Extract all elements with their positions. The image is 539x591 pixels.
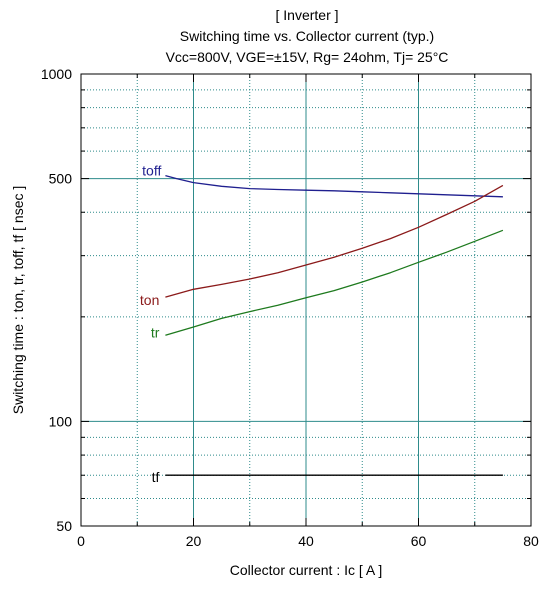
x-tick-label: 80 [523, 533, 539, 549]
grid [81, 74, 531, 526]
series-lines [165, 174, 504, 476]
series-label-tr: tr [151, 324, 160, 340]
series-line-ton [165, 184, 504, 298]
ticks: 0 20 40 60 80 50 100 500 1000 [41, 66, 539, 549]
series-labels: toff ton tr tf [140, 163, 162, 486]
x-tick-label: 40 [298, 533, 314, 549]
y-tick-label: 100 [49, 413, 73, 429]
chart-title-line-2: Switching time vs. Collector current (ty… [180, 28, 434, 44]
x-axis-label: Collector current : Ic [ A ] [230, 562, 383, 578]
chart-title-line-3: Vcc=800V, VGE=±15V, Rg= 24ohm, Tj= 25°C [166, 49, 449, 65]
series-label-ton: ton [140, 292, 159, 308]
chart-title-line-1: [ Inverter ] [275, 7, 338, 23]
y-tick-label: 1000 [41, 66, 72, 82]
series-line-toff [165, 174, 503, 198]
x-tick-label: 60 [411, 533, 427, 549]
series-line-tr [165, 229, 504, 336]
y-tick-label: 500 [49, 171, 73, 187]
series-label-toff: toff [142, 163, 161, 179]
series-label-tf: tf [152, 469, 160, 485]
x-tick-label: 0 [77, 533, 85, 549]
y-axis-label: Switching time : ton, tr, toff, tf [ nse… [10, 186, 26, 415]
y-tick-label: 50 [56, 518, 72, 534]
x-tick-label: 20 [186, 533, 202, 549]
